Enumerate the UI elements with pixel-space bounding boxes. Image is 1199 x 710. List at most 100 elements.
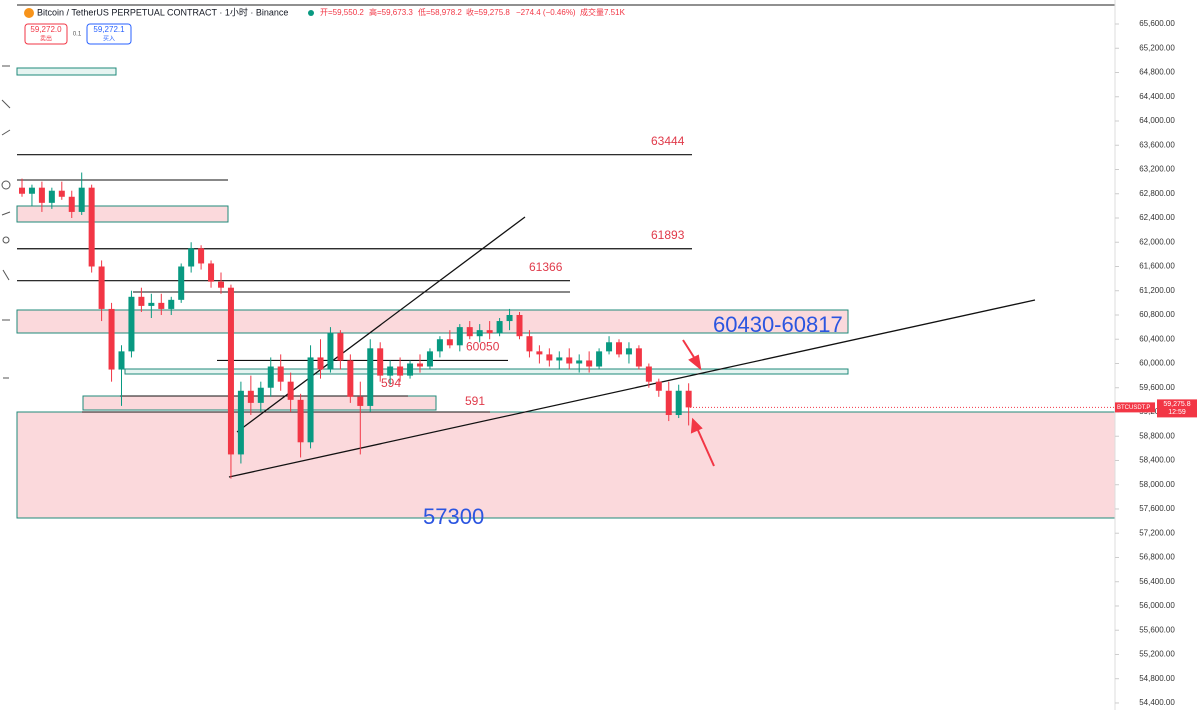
candle-body — [158, 302, 165, 309]
candle-body — [586, 360, 593, 367]
candle-body — [257, 387, 264, 403]
volume: 成交量7.51K — [580, 7, 626, 17]
symbol: Bitcoin / TetherUS PERPETUAL CONTRACT · … — [37, 6, 288, 17]
candle-body — [357, 396, 364, 406]
candle-body — [138, 296, 145, 306]
y-tick-label: 55,600.00 — [1139, 625, 1175, 634]
candle-body — [148, 302, 155, 306]
order-size: 0.1 — [73, 32, 82, 38]
zone — [16, 309, 849, 334]
candle-body — [98, 266, 105, 309]
price-tag-bg — [1157, 399, 1197, 418]
level-label: 60050 — [466, 340, 500, 354]
ohlc-close: 收=59,275.8 — [466, 7, 510, 17]
y-tick-label: 56,400.00 — [1139, 577, 1175, 586]
y-tick-label: 58,400.00 — [1139, 456, 1175, 465]
candle-body — [566, 357, 573, 364]
candle-body — [407, 363, 414, 376]
y-tick-label: 56,000.00 — [1139, 601, 1175, 610]
candle-body — [19, 187, 25, 194]
y-tick-label: 62,000.00 — [1139, 237, 1175, 246]
zone — [124, 368, 849, 375]
candle-body — [446, 339, 453, 346]
level-label: 63444 — [651, 134, 685, 148]
candle-body — [596, 351, 603, 367]
candle-body — [108, 308, 115, 370]
y-tick-label: 59,600.00 — [1139, 383, 1175, 392]
y-tick-label: 65,200.00 — [1139, 43, 1175, 52]
zone — [16, 67, 117, 76]
candle-body — [675, 390, 682, 416]
candle-body — [516, 314, 523, 337]
sell-button[interactable] — [24, 23, 68, 45]
candle-body — [456, 327, 463, 346]
candle-body — [218, 281, 224, 288]
annotation: 57300 — [423, 504, 484, 529]
candle-body — [576, 360, 583, 364]
candle-body — [387, 366, 394, 376]
candle-body — [227, 287, 234, 455]
candle-body — [48, 190, 55, 203]
candle-body — [655, 381, 662, 391]
buy-button[interactable] — [86, 23, 132, 45]
candle-body — [625, 348, 632, 355]
y-tick-label: 58,800.00 — [1139, 431, 1175, 440]
y-tick-label: 62,800.00 — [1139, 189, 1175, 198]
candle-body — [506, 314, 513, 322]
ohlc-low: 低=58,978.2 — [418, 7, 462, 17]
candle-body — [88, 187, 95, 267]
candle-body — [178, 266, 185, 300]
candle-body — [168, 299, 175, 309]
candle-body — [277, 366, 284, 382]
status-dot — [308, 10, 314, 16]
candle-body — [645, 366, 652, 382]
sell-price: 59,272.0 — [30, 25, 62, 34]
buy-label: 买入 — [103, 35, 115, 43]
candle-body — [58, 190, 65, 197]
candle-body — [247, 390, 254, 403]
candle-body — [188, 248, 195, 267]
candle-body — [267, 366, 274, 388]
candle-body — [38, 187, 45, 203]
candle-body — [426, 351, 433, 367]
price-tag-countdown: 12:59 — [1168, 409, 1186, 416]
price-tag-price: 59,275.8 — [1163, 401, 1190, 408]
candle-body — [287, 381, 294, 400]
y-tick-label: 60,800.00 — [1139, 310, 1175, 319]
candle-body — [337, 333, 344, 361]
candle-body — [476, 330, 483, 337]
price-tag-symbol: BTCUSDT.P — [1117, 405, 1150, 411]
trend-line — [228, 299, 1036, 478]
y-tick-label: 61,200.00 — [1139, 286, 1175, 295]
y-tick-label: 54,800.00 — [1139, 674, 1175, 683]
candle-body — [237, 390, 244, 455]
y-tick-label: 63,600.00 — [1139, 140, 1175, 149]
candle-body — [417, 363, 423, 367]
y-tick-label: 57,600.00 — [1139, 504, 1175, 513]
candle-body — [317, 357, 324, 370]
candle-body — [436, 339, 443, 352]
candle-body — [208, 263, 215, 282]
annotation: 594 — [381, 376, 401, 390]
price-axis — [1115, 0, 1199, 710]
zone — [16, 411, 1116, 519]
ohlc-high: 高=59,673.3 — [369, 7, 413, 17]
candle-body — [685, 390, 692, 408]
candle-body — [28, 187, 35, 194]
trend-line — [236, 216, 526, 433]
candle-body — [68, 196, 75, 212]
candle-body — [118, 351, 125, 370]
candle-body — [616, 342, 622, 355]
toolbar-icons — [1, 65, 11, 379]
candle-body — [367, 348, 374, 406]
y-tick-label: 62,400.00 — [1139, 213, 1175, 222]
y-tick-label: 64,800.00 — [1139, 68, 1175, 77]
sell-label: 卖出 — [40, 35, 52, 43]
candle-body — [297, 399, 304, 443]
candle-body — [606, 342, 613, 352]
candle-body — [377, 348, 384, 376]
y-tick-label: 60,400.00 — [1139, 334, 1175, 343]
y-tick-label: 54,400.00 — [1139, 698, 1175, 707]
